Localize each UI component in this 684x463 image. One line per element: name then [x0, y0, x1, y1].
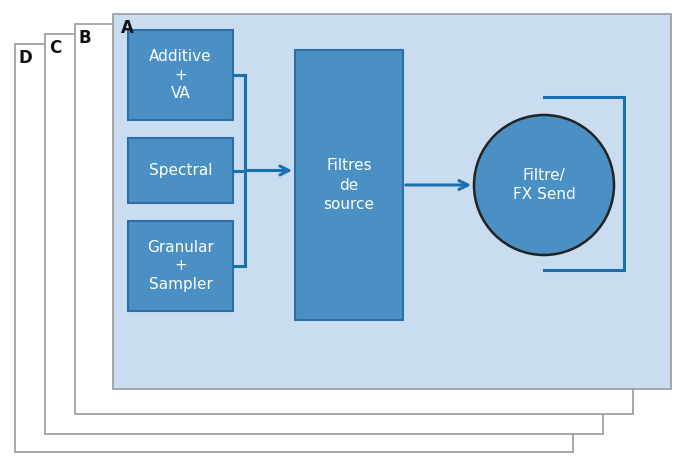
Text: Filtres
de
source: Filtres de source — [324, 158, 375, 213]
Bar — [113, 14, 671, 389]
Text: Spectral: Spectral — [148, 163, 212, 178]
Text: D: D — [19, 49, 33, 67]
Text: Filtre/
FX Send: Filtre/ FX Send — [512, 168, 575, 202]
Bar — [295, 50, 403, 320]
Text: A: A — [121, 19, 134, 37]
Bar — [75, 24, 633, 414]
Text: Granular
+
Sampler: Granular + Sampler — [147, 240, 214, 292]
Bar — [128, 221, 233, 311]
Text: C: C — [49, 39, 62, 57]
Bar — [45, 34, 603, 434]
Bar — [128, 138, 233, 203]
Text: Additive
+
VA: Additive + VA — [149, 49, 212, 101]
Bar — [15, 44, 573, 452]
Circle shape — [474, 115, 614, 255]
Bar — [128, 30, 233, 120]
Text: B: B — [79, 29, 92, 47]
